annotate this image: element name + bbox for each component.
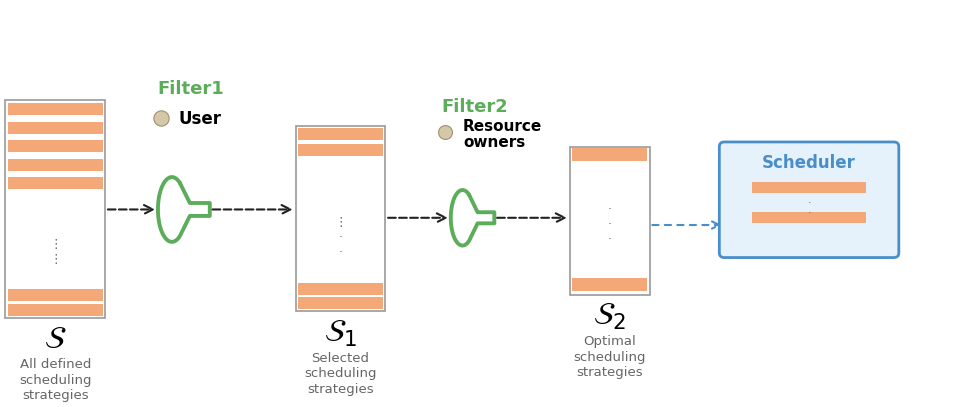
Text: All defined
scheduling
strategies: All defined scheduling strategies	[19, 358, 91, 403]
Text: Filter2: Filter2	[441, 98, 508, 116]
Text: ⋮
⋮: ⋮ ⋮	[48, 239, 61, 267]
FancyBboxPatch shape	[6, 101, 105, 318]
Text: User: User	[178, 110, 222, 128]
Bar	[297, 298, 383, 309]
FancyBboxPatch shape	[569, 147, 649, 295]
FancyBboxPatch shape	[296, 126, 385, 311]
Polygon shape	[158, 177, 209, 242]
FancyBboxPatch shape	[719, 142, 898, 258]
Bar	[572, 278, 646, 291]
Polygon shape	[451, 190, 494, 245]
Bar	[8, 122, 103, 133]
Text: $\mathcal{S}$: $\mathcal{S}$	[44, 325, 67, 354]
Bar	[8, 159, 103, 171]
Bar	[751, 212, 865, 223]
Text: $\mathcal{S}_1$: $\mathcal{S}_1$	[324, 319, 357, 349]
Bar	[572, 149, 646, 162]
Bar	[8, 103, 103, 115]
Text: Optimal
scheduling
strategies: Optimal scheduling strategies	[573, 335, 645, 379]
Text: ⋮
·
·: ⋮ · ·	[334, 216, 346, 259]
Text: ·
·: · ·	[806, 198, 810, 218]
Bar	[297, 144, 383, 156]
Bar	[8, 304, 103, 316]
Text: $\mathcal{S}_2$: $\mathcal{S}_2$	[592, 302, 626, 332]
Bar	[297, 128, 383, 140]
Text: Resource
owners: Resource owners	[462, 119, 542, 150]
Text: ·
·
·: · · ·	[607, 204, 611, 247]
Bar	[8, 177, 103, 189]
Text: Selected
scheduling
strategies: Selected scheduling strategies	[304, 352, 376, 396]
Bar	[8, 289, 103, 301]
Text: Scheduler: Scheduler	[762, 154, 855, 172]
Bar	[751, 182, 865, 193]
Text: Filter1: Filter1	[157, 81, 224, 98]
Bar	[297, 283, 383, 295]
Bar	[8, 140, 103, 152]
